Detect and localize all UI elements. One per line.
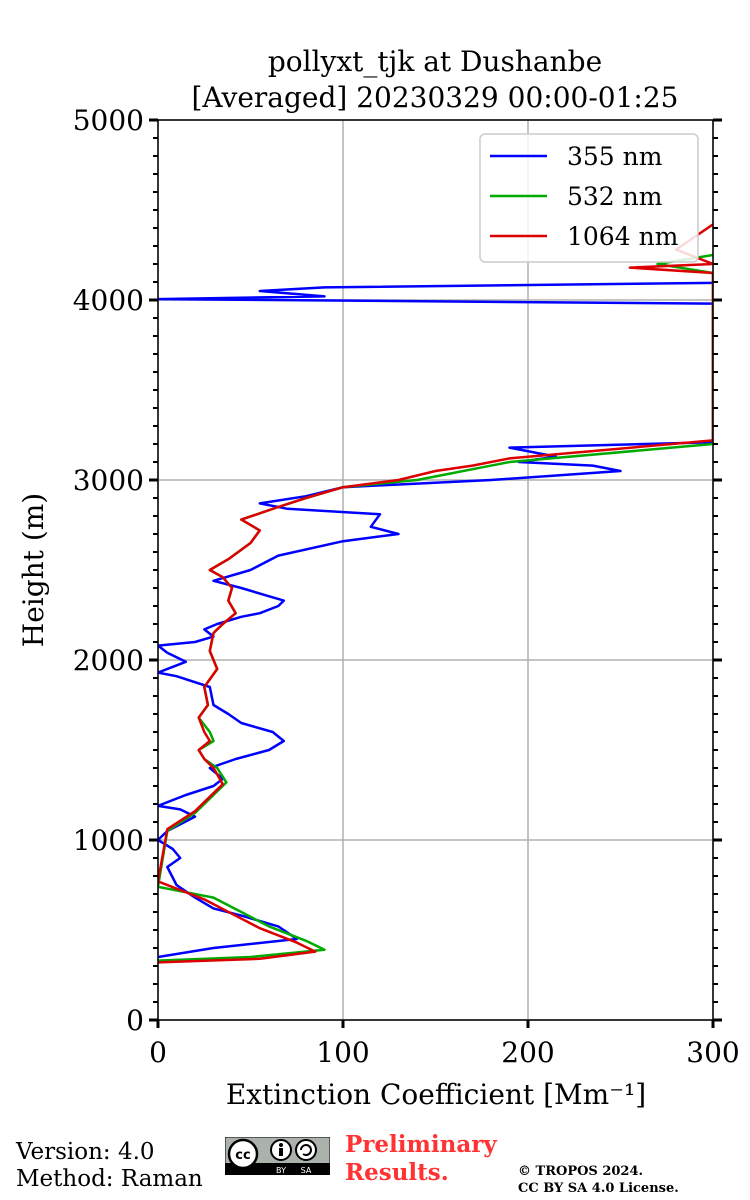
svg-text:cc: cc (235, 1148, 250, 1163)
extinction-chart: pollyxt_tjk at Dushanbe [Averaged] 20230… (17, 45, 740, 1111)
y-tick-label: 3000 (73, 464, 144, 497)
legend-label: 355 nm (567, 142, 663, 171)
legend-label: 532 nm (567, 182, 663, 211)
y-tick-label: 4000 (73, 284, 144, 317)
x-tick-label: 200 (501, 1036, 554, 1069)
copyright-line: © TROPOS 2024. (518, 1164, 644, 1179)
legend-label: 1064 nm (567, 222, 679, 251)
version-text: Version: 4.0 (16, 1139, 155, 1165)
preliminary-label: Preliminary (345, 1131, 497, 1158)
series-line-355-nm (158, 281, 713, 959)
x-axis-label: Extinction Coefficient [Mm⁻¹] (226, 1078, 646, 1111)
svg-text:BY: BY (276, 1166, 286, 1175)
x-tick-label: 300 (686, 1036, 739, 1069)
y-tick-label: 0 (126, 1004, 144, 1037)
svg-text:SA: SA (301, 1166, 312, 1175)
cc-by-sa-icon: cc BY SA (225, 1137, 330, 1175)
y-tick-label: 2000 (73, 644, 144, 677)
series-line-1064-nm (158, 223, 713, 964)
results-label: Results. (345, 1159, 449, 1186)
license-line: CC BY SA 4.0 License. (518, 1181, 679, 1196)
chart-title-line2: [Averaged] 20230329 00:00-01:25 (192, 81, 679, 114)
chart-title-line1: pollyxt_tjk at Dushanbe (268, 45, 602, 78)
x-tick-label: 100 (316, 1036, 369, 1069)
legend: 355 nm 532 nm 1064 nm (479, 133, 699, 263)
series-line-532-nm (158, 253, 713, 962)
y-axis-label: Height (m) (17, 493, 50, 647)
y-tick-label: 1000 (73, 824, 144, 857)
legend-box (479, 133, 699, 263)
axis-ticks: 0 1000 2000 3000 4000 5000 0 100 200 300 (73, 104, 740, 1069)
y-tick-label: 5000 (73, 104, 144, 137)
plot-area (158, 223, 713, 964)
method-text: Method: Raman (16, 1166, 203, 1192)
x-tick-label: 0 (149, 1036, 167, 1069)
